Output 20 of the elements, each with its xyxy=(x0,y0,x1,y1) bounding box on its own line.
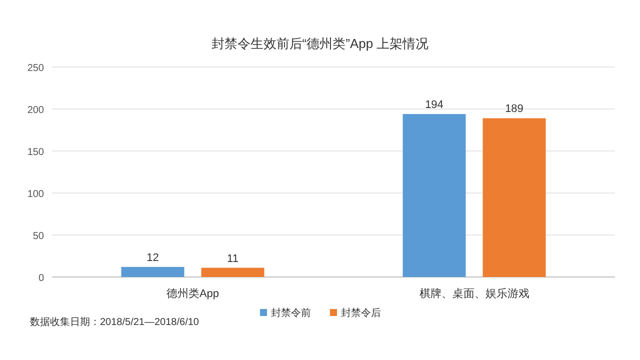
chart-title: 封禁令生效前后“德州类”App 上架情况 xyxy=(211,36,429,51)
y-tick-label: 150 xyxy=(27,147,44,158)
y-tick-label: 200 xyxy=(27,105,44,116)
bar xyxy=(402,114,466,277)
y-tick-label: 100 xyxy=(27,189,44,200)
x-tick-label: 德州类App xyxy=(166,287,220,300)
data-label: 12 xyxy=(146,252,159,264)
y-tick-label: 250 xyxy=(27,63,44,74)
y-tick-label: 50 xyxy=(32,231,44,242)
data-label: 189 xyxy=(505,103,524,116)
data-label: 11 xyxy=(227,252,238,265)
bar xyxy=(121,266,184,277)
legend-label: 封禁令后 xyxy=(341,307,381,319)
data-label: 194 xyxy=(425,99,444,112)
bar xyxy=(201,268,264,277)
x-tick-label: 棋牌、桌面、娱乐游戏 xyxy=(419,287,530,300)
legend-label: 封禁令前 xyxy=(271,307,311,319)
y-tick-label: 0 xyxy=(38,273,44,284)
bar xyxy=(482,118,546,277)
text: 数据收集日期：2018/5/21—2018/6/10 xyxy=(30,316,200,328)
